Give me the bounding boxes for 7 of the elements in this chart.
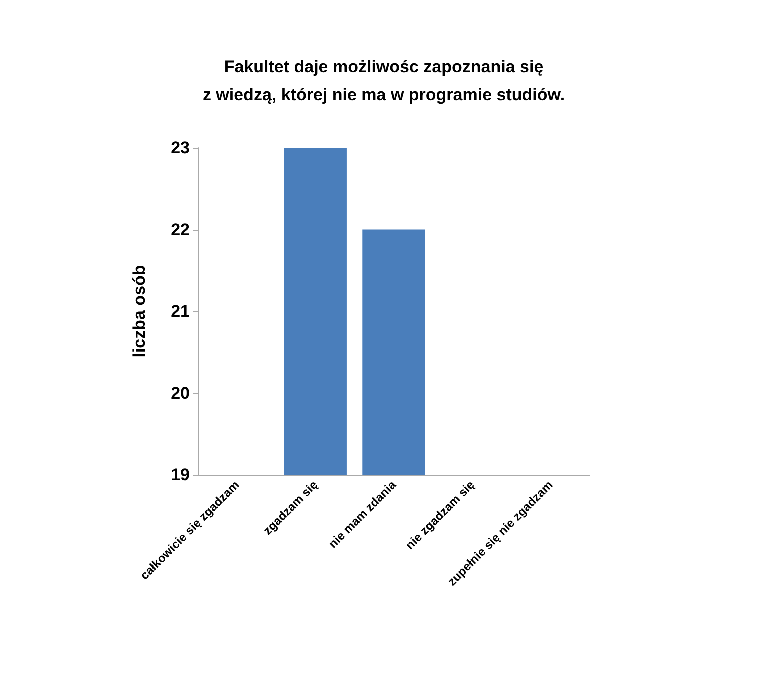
chart-title: Fakultet daje możliwośc zapoznania się z wiedzą, której nie ma w programie studiów. xyxy=(202,58,566,104)
y-tick-label: 23 xyxy=(171,138,190,158)
y-tick-label: 21 xyxy=(171,302,190,321)
y-tick-label: 20 xyxy=(171,384,190,403)
y-tick-label: 19 xyxy=(171,466,190,484)
y-axis-title: liczba osób xyxy=(130,265,149,358)
y-tick-label: 22 xyxy=(171,220,190,240)
